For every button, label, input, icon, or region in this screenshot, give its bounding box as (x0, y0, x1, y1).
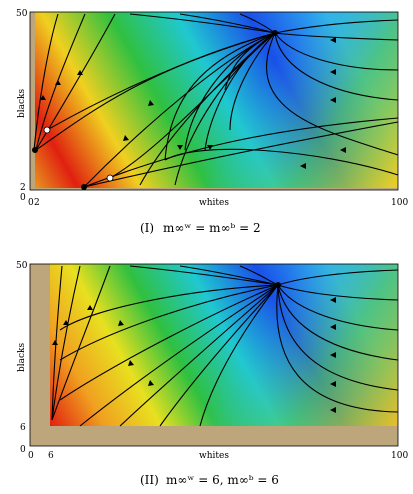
panel-2-frame (29, 263, 399, 447)
streamline (204, 32, 276, 151)
arrowhead (128, 360, 134, 366)
streamline (51, 265, 111, 421)
streamline (277, 284, 399, 301)
streamline (129, 13, 276, 34)
streamline (83, 117, 399, 188)
panel-1-y-tick-top: 50 (16, 9, 28, 19)
panel-2-caption-number: (II) (140, 473, 159, 487)
panel-2-y-tick-low: 6 (20, 423, 26, 433)
panel-1: 50 2 0 0 2 100 whites blacks (I) m∞ʷ = m… (16, 9, 408, 235)
streamline (119, 284, 279, 427)
streamline (79, 284, 279, 427)
panel-2: 50 6 0 0 6 100 whites blacks (II) m∞ʷ = … (16, 261, 408, 487)
streamline (59, 284, 279, 401)
panel-1-saddle-point-1 (43, 126, 51, 134)
arrowhead (330, 69, 336, 75)
arrowhead (63, 320, 69, 325)
streamline (35, 13, 116, 151)
streamline (159, 284, 279, 427)
streamline (274, 32, 399, 41)
streamline (59, 284, 279, 361)
panel-1-streamlines (33, 13, 399, 188)
arrowhead (330, 407, 336, 413)
arrowhead (330, 381, 336, 387)
panel-1-x-tick-low: 2 (34, 198, 40, 208)
panel-1-frame (29, 11, 399, 191)
arrowhead (207, 145, 213, 150)
panel-2-x-label: whites (199, 451, 229, 461)
streamline (276, 284, 399, 413)
panel-1-y-tick-low: 2 (20, 183, 26, 193)
panel-1-caption-number: (I) (140, 221, 154, 235)
panel-1-x-tick-high: 100 (391, 198, 408, 208)
arrowhead (148, 100, 154, 106)
streamline (266, 32, 399, 156)
streamline (274, 19, 399, 34)
arrowhead (330, 37, 336, 43)
arrowhead (330, 324, 336, 330)
panel-2-arrows (52, 297, 336, 413)
panel-1-field-overlay (35, 12, 398, 188)
streamline (83, 121, 399, 188)
arrowhead (340, 147, 346, 153)
arrowhead (123, 135, 129, 141)
streamline (129, 265, 279, 286)
panel-2-fixed-point-top (275, 282, 281, 288)
streamline (174, 32, 276, 186)
streamline (277, 284, 399, 331)
streamline (274, 32, 399, 101)
streamline (277, 284, 399, 361)
streamline (274, 32, 399, 71)
streamline (277, 269, 399, 286)
streamline (51, 265, 81, 421)
streamline (277, 284, 399, 391)
arrowhead (330, 297, 336, 303)
panel-2-x-tick-origin: 0 (28, 451, 34, 461)
panel-1-x-label: whites (199, 198, 229, 208)
panel-2-streamlines (51, 265, 399, 427)
panel-1-fixed-point-left (32, 147, 38, 153)
arrowhead (77, 70, 83, 75)
arrowhead (330, 97, 336, 103)
streamline (199, 284, 279, 427)
streamline (59, 284, 279, 331)
streamline (184, 32, 276, 151)
arrowhead (330, 352, 336, 358)
panel-1-origin-y: 0 (20, 193, 26, 203)
panel-1-x-tick-origin: 0 (28, 198, 34, 208)
arrowhead (87, 305, 93, 310)
streamline (51, 265, 63, 421)
panel-2-x-tick-high: 100 (391, 451, 408, 461)
panel-1-fixed-point-bottom (81, 184, 87, 190)
panel-2-y-label: blacks (17, 343, 27, 372)
arrowhead (177, 145, 183, 150)
arrowhead (300, 163, 306, 169)
streamline (164, 32, 276, 161)
arrowhead (118, 320, 124, 326)
panel-1-saddle-point-2 (106, 174, 114, 182)
panel-2-x-tick-low: 6 (48, 451, 54, 461)
panel-2-caption-formula: m∞ʷ = 6, m∞ᵇ = 6 (166, 473, 279, 487)
streamline (229, 32, 276, 131)
arrowhead (40, 95, 46, 100)
arrowhead (148, 380, 154, 386)
streamline (35, 13, 86, 151)
streamline (164, 148, 399, 176)
panel-1-arrows (40, 37, 346, 169)
streamline (46, 32, 276, 131)
arrowhead (55, 80, 61, 85)
panel-2-y-tick-top: 50 (16, 261, 28, 271)
panel-1-fixed-point-top (272, 30, 278, 36)
arrowhead (52, 340, 58, 345)
panel-2-origin-y: 0 (20, 445, 26, 455)
panel-1-y-label: blacks (17, 89, 27, 118)
panel-1-caption-formula: m∞ʷ = m∞ᵇ = 2 (163, 221, 261, 235)
streamline (33, 13, 59, 151)
